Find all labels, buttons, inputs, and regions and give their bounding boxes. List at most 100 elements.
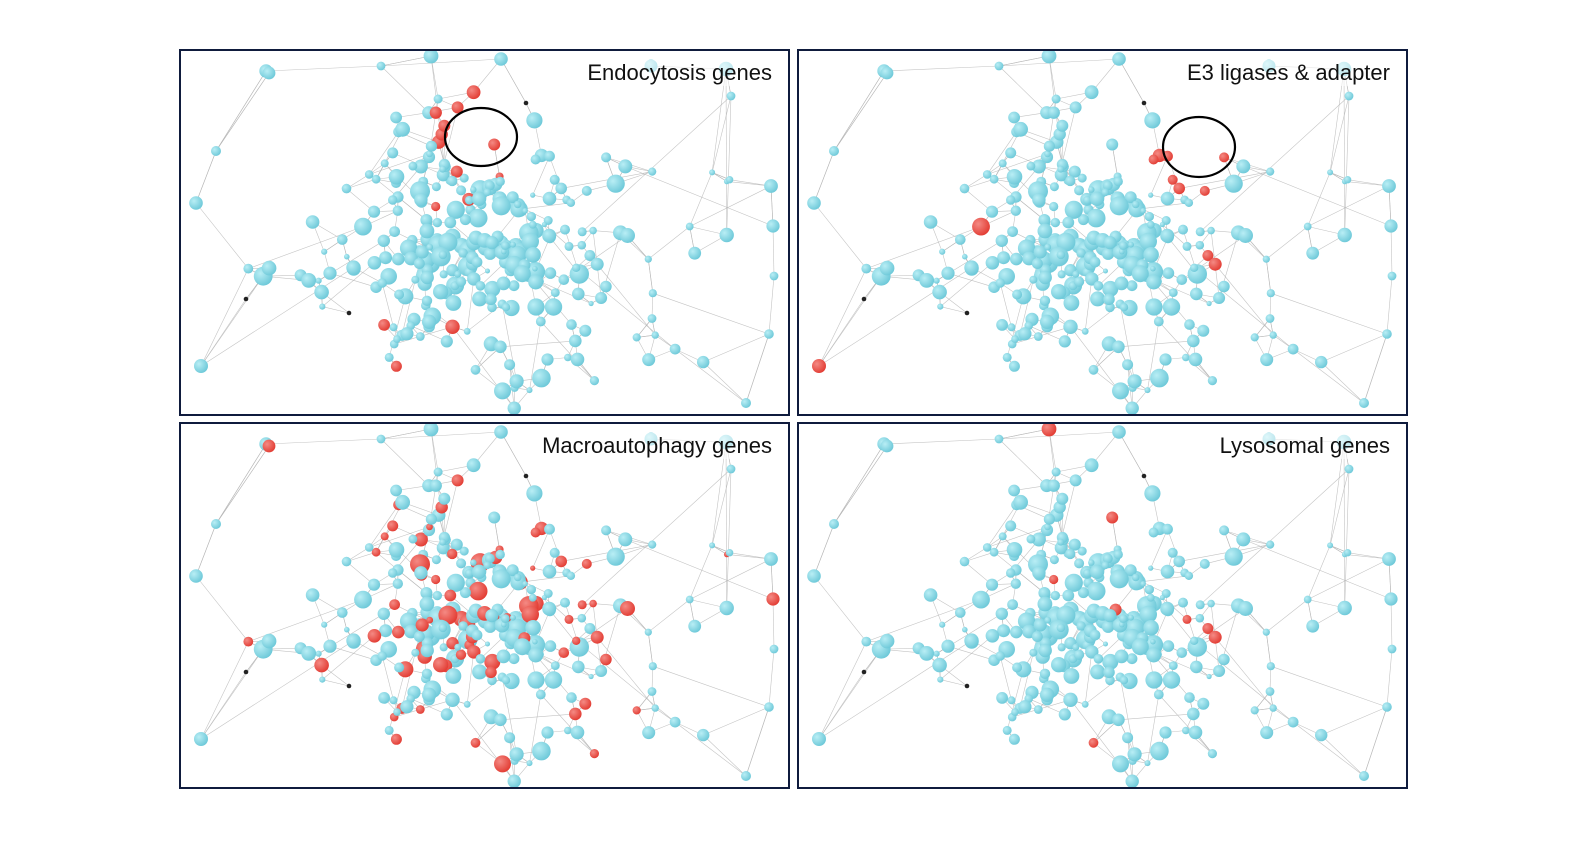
node <box>389 696 398 705</box>
node <box>1266 289 1275 298</box>
node <box>1013 121 1028 137</box>
edges <box>813 55 1393 409</box>
edge <box>711 68 727 173</box>
node <box>470 186 477 193</box>
node <box>1218 653 1230 666</box>
node <box>577 613 587 623</box>
edge <box>998 65 1047 113</box>
node <box>354 590 372 609</box>
node <box>1103 293 1115 306</box>
edge <box>648 226 690 260</box>
node <box>544 640 557 652</box>
edge <box>1270 292 1388 335</box>
node-highlighted <box>620 601 635 616</box>
node <box>1101 247 1115 260</box>
node <box>508 280 520 292</box>
node <box>521 232 539 251</box>
node <box>1089 256 1101 268</box>
node <box>1056 250 1066 260</box>
node <box>1057 643 1066 652</box>
edge <box>702 734 747 777</box>
edge <box>215 443 267 525</box>
node <box>1063 692 1078 707</box>
node-highlighted <box>572 636 581 645</box>
node <box>1103 609 1117 623</box>
edge <box>1307 185 1390 227</box>
node <box>962 253 968 260</box>
node <box>1119 621 1125 628</box>
node <box>467 272 481 286</box>
node <box>1081 700 1089 708</box>
node <box>530 154 541 165</box>
node-highlighted <box>426 523 433 531</box>
node <box>483 561 492 570</box>
edge <box>1363 706 1388 777</box>
network-panel-e3-ligases: E3 ligases & adapter <box>797 49 1408 416</box>
node <box>584 250 596 261</box>
node <box>726 91 736 101</box>
node-highlighted <box>468 581 488 601</box>
node <box>1262 628 1270 636</box>
node <box>1007 226 1018 238</box>
node <box>1126 653 1138 665</box>
node <box>491 569 511 589</box>
node-highlighted <box>579 697 592 710</box>
node <box>923 588 938 602</box>
node <box>1122 359 1134 371</box>
edge <box>1243 539 1392 600</box>
node <box>506 191 519 204</box>
edge <box>369 153 430 175</box>
node <box>1086 208 1106 228</box>
edge <box>1321 333 1388 363</box>
node <box>1018 327 1032 341</box>
node <box>1051 94 1061 104</box>
node <box>1102 280 1119 297</box>
node-other <box>243 296 249 302</box>
edge <box>1329 441 1345 546</box>
node <box>941 639 955 653</box>
node-highlighted <box>415 618 429 632</box>
node <box>550 288 560 297</box>
node <box>301 273 317 288</box>
node <box>719 600 734 616</box>
edge <box>368 504 399 548</box>
node <box>420 587 433 599</box>
node <box>468 208 488 228</box>
node <box>566 571 576 580</box>
node <box>1119 676 1129 685</box>
node-highlighted <box>429 106 442 119</box>
node-highlighted <box>581 558 592 569</box>
node <box>588 673 594 680</box>
node <box>709 542 716 549</box>
node <box>1124 191 1137 204</box>
node <box>454 270 462 278</box>
node <box>1063 668 1080 684</box>
node-highlighted <box>444 589 457 602</box>
node <box>485 236 499 250</box>
node <box>1056 119 1069 132</box>
edge <box>674 721 747 777</box>
node-highlighted <box>371 547 381 557</box>
node <box>1195 227 1205 237</box>
node <box>337 607 348 618</box>
node <box>1077 214 1089 226</box>
node <box>1327 542 1334 549</box>
node <box>1076 621 1086 631</box>
node <box>411 648 420 657</box>
node <box>1057 165 1065 173</box>
node <box>384 725 394 735</box>
edge <box>986 504 1017 548</box>
node <box>1382 329 1392 339</box>
edge <box>380 438 429 486</box>
node <box>1224 547 1243 566</box>
node <box>1032 566 1046 580</box>
edge <box>986 131 1017 175</box>
node <box>485 293 497 306</box>
node <box>522 581 528 587</box>
node <box>1006 542 1023 558</box>
node <box>1037 223 1053 239</box>
node <box>1090 664 1106 680</box>
edge <box>215 72 270 152</box>
edge <box>466 651 475 705</box>
node <box>415 245 429 259</box>
